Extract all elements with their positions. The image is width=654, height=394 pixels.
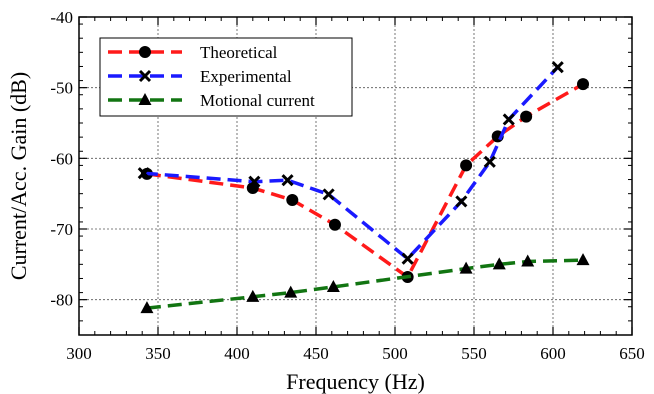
y-axis-title: Current/Acc. Gain (dB) [6, 72, 31, 280]
marker-circle [328, 218, 341, 231]
x-tick-label: 650 [619, 344, 645, 363]
marker-triangle [246, 289, 260, 302]
y-tick-label: -50 [50, 79, 73, 98]
series-line [146, 258, 584, 310]
legend-entry: Theoretical [108, 43, 278, 62]
marker-x [401, 252, 414, 265]
marker-triangle [284, 285, 298, 298]
x-axis-title: Frequency (Hz) [286, 369, 425, 394]
plot-frame [78, 16, 633, 336]
legend-entry: Experimental [108, 67, 292, 86]
marker-x [502, 113, 515, 126]
marker-circle [139, 46, 151, 58]
x-tick-label: 600 [540, 344, 566, 363]
marker-circle [286, 194, 299, 207]
y-tick-label: -80 [50, 291, 73, 310]
axis-ticks: 300 350 400 450 500 550 600 650 -80 -70 -60 -50 -40 [50, 8, 644, 363]
marker-x [281, 174, 294, 187]
marker-x [248, 175, 261, 188]
series-2 [137, 61, 564, 265]
marker-x [551, 61, 564, 74]
x-tick-label: 350 [145, 344, 171, 363]
legend-entry: Motional current [108, 91, 315, 110]
marker-triangle [140, 301, 154, 314]
marker-triangle [492, 257, 506, 270]
x-tick-label: 550 [461, 344, 487, 363]
series-line [143, 66, 559, 262]
marker-x [137, 167, 150, 180]
legend-label: Motional current [200, 91, 315, 110]
marker-triangle [576, 253, 590, 266]
marker-triangle [459, 261, 473, 274]
y-tick-label: -40 [50, 8, 73, 27]
marker-triangle [521, 254, 535, 267]
y-tick-label: -60 [50, 149, 73, 168]
legend-label: Experimental [200, 67, 292, 86]
marker-circle [460, 159, 473, 172]
x-tick-label: 500 [382, 344, 408, 363]
series-layer [137, 61, 590, 314]
marker-x [455, 195, 468, 208]
marker-x [138, 69, 152, 83]
marker-circle [520, 110, 533, 123]
legend-label: Theoretical [200, 43, 278, 62]
legend-entries: Theoretical Experimental Motional current [108, 43, 315, 110]
y-tick-label: -70 [50, 220, 73, 239]
marker-circle [577, 78, 590, 91]
x-tick-label: 400 [224, 344, 250, 363]
series-3 [140, 253, 590, 314]
legend: Theoretical Experimental Motional current [99, 37, 353, 117]
grid-lines [79, 17, 632, 335]
x-tick-label: 450 [303, 344, 329, 363]
marker-triangle [138, 93, 152, 105]
x-tick-label: 300 [66, 344, 92, 363]
marker-x [322, 188, 335, 201]
marker-x [483, 155, 496, 168]
marker-triangle [326, 279, 340, 292]
